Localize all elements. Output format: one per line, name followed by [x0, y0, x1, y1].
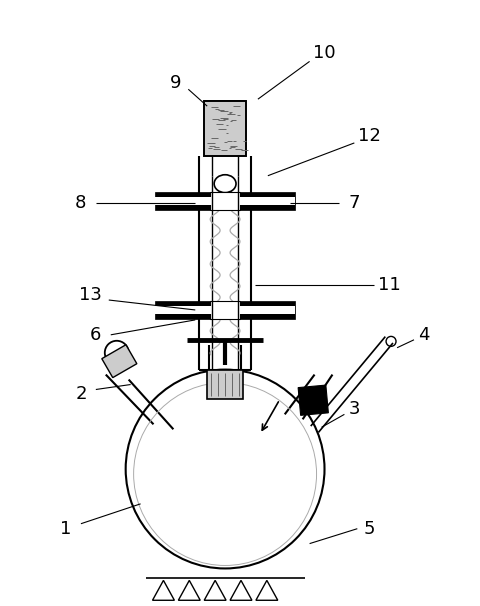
Text: 1: 1	[60, 520, 72, 538]
Text: 11: 11	[377, 276, 400, 294]
Text: 4: 4	[417, 326, 429, 344]
Bar	[102, 345, 137, 378]
Bar	[207, 370, 242, 399]
Bar	[210, 301, 240, 319]
Text: 8: 8	[75, 193, 86, 211]
Bar	[210, 191, 240, 210]
Text: 10: 10	[312, 44, 335, 62]
Text: 2: 2	[75, 385, 86, 404]
Bar	[155, 306, 294, 314]
Text: 9: 9	[169, 75, 181, 92]
Bar	[204, 101, 245, 156]
Text: 13: 13	[79, 286, 102, 304]
Text: 7: 7	[348, 193, 360, 211]
Text: 6: 6	[90, 326, 101, 344]
Bar	[240, 191, 294, 210]
Text: 5: 5	[363, 520, 374, 538]
Bar	[155, 191, 210, 210]
Bar	[240, 301, 294, 319]
Bar	[155, 301, 210, 319]
Bar	[155, 196, 294, 205]
Text: 12: 12	[357, 127, 380, 145]
Bar	[298, 385, 328, 415]
Text: 3: 3	[348, 401, 360, 418]
